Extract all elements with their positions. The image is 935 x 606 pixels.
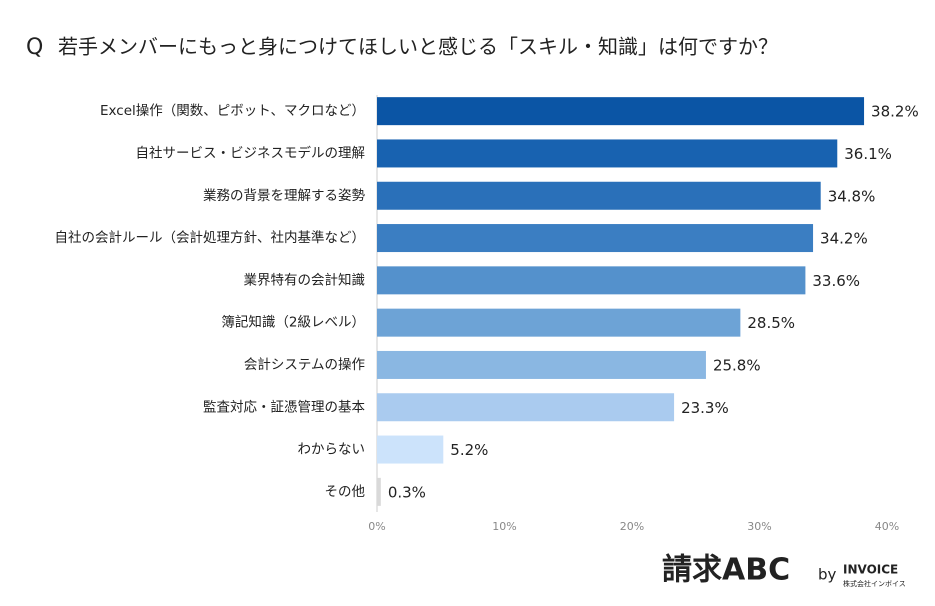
category-label: 業界特有の会計知識	[244, 271, 366, 288]
value-label: 28.5%	[747, 314, 795, 332]
value-label: 0.3%	[388, 483, 426, 501]
bar	[377, 139, 838, 168]
category-label: その他	[325, 484, 366, 500]
value-label: 38.2%	[871, 103, 919, 121]
logo-by: by	[818, 566, 837, 584]
bar	[377, 97, 865, 126]
logo-company-jp: 株式会社インボイス	[843, 579, 906, 588]
category-label: わからない	[298, 442, 366, 458]
value-label: 33.6%	[812, 272, 860, 290]
bar	[377, 266, 806, 295]
chart-title: 若手メンバーにもっと身につけてほしいと感じる「スキル・知識」は何ですか？	[58, 35, 778, 59]
bar	[377, 308, 741, 337]
x-tick-label: 10%	[492, 520, 516, 533]
bar	[377, 224, 814, 253]
value-label: 23.3%	[681, 399, 729, 417]
value-label: 34.8%	[828, 187, 876, 205]
bar	[377, 477, 381, 506]
category-label: 業務の背景を理解する姿勢	[203, 188, 365, 204]
title-prefix: Q	[26, 35, 43, 60]
bar	[377, 350, 706, 379]
category-label: 自社の会計ルール（会計処理方針、社内基準など）	[55, 229, 366, 246]
value-label: 34.2%	[820, 230, 868, 248]
logo-company: INVOICE	[843, 563, 898, 577]
x-tick-label: 40%	[875, 520, 899, 533]
x-tick-label: 30%	[747, 520, 771, 533]
value-label: 25.8%	[713, 356, 761, 374]
bar	[377, 393, 675, 422]
bar	[377, 435, 444, 464]
x-tick-label: 20%	[620, 520, 644, 533]
category-label: 簿記知識（2級レベル）	[221, 314, 365, 331]
category-label: Excel操作（関数、ピボット、マクロなど）	[100, 103, 365, 119]
logo-name: 請求ABC	[662, 553, 790, 588]
x-tick-label: 0%	[368, 520, 385, 533]
bar	[377, 181, 821, 210]
category-label: 会計システムの操作	[244, 357, 365, 373]
category-label: 監査対応・証憑管理の基本	[203, 398, 365, 415]
value-label: 5.2%	[450, 441, 488, 459]
category-label: 自社サービス・ビジネスモデルの理解	[136, 144, 366, 161]
value-label: 36.1%	[844, 145, 892, 163]
